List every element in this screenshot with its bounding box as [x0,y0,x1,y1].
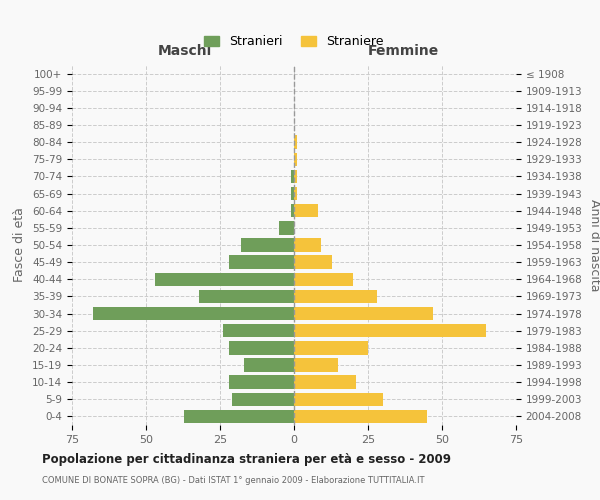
Bar [229,376,294,389]
Bar [294,152,297,166]
Y-axis label: Anni di nascita: Anni di nascita [588,198,600,291]
Text: Popolazione per cittadinanza straniera per età e sesso - 2009: Popolazione per cittadinanza straniera p… [42,452,451,466]
Bar [294,307,433,320]
Bar [294,324,487,338]
Bar [294,376,356,389]
Bar [294,170,297,183]
Bar [294,392,383,406]
Bar [199,290,294,303]
Bar [244,358,294,372]
Bar [184,410,294,423]
Legend: Stranieri, Straniere: Stranieri, Straniere [204,35,384,48]
Bar [241,238,294,252]
Bar [155,272,294,286]
Bar [294,238,320,252]
Bar [229,341,294,354]
Bar [294,358,338,372]
Bar [93,307,294,320]
Bar [294,290,377,303]
Bar [232,392,294,406]
Bar [229,256,294,269]
Bar [294,410,427,423]
Bar [294,187,297,200]
Bar [294,136,297,149]
Bar [291,170,294,183]
Bar [279,221,294,234]
Text: Maschi: Maschi [157,44,212,58]
Text: Femmine: Femmine [368,44,439,58]
Bar [294,256,332,269]
Bar [291,204,294,218]
Bar [223,324,294,338]
Bar [294,272,353,286]
Bar [291,187,294,200]
Bar [294,204,317,218]
Y-axis label: Fasce di età: Fasce di età [13,208,26,282]
Bar [294,341,368,354]
Text: COMUNE DI BONATE SOPRA (BG) - Dati ISTAT 1° gennaio 2009 - Elaborazione TUTTITAL: COMUNE DI BONATE SOPRA (BG) - Dati ISTAT… [42,476,425,485]
